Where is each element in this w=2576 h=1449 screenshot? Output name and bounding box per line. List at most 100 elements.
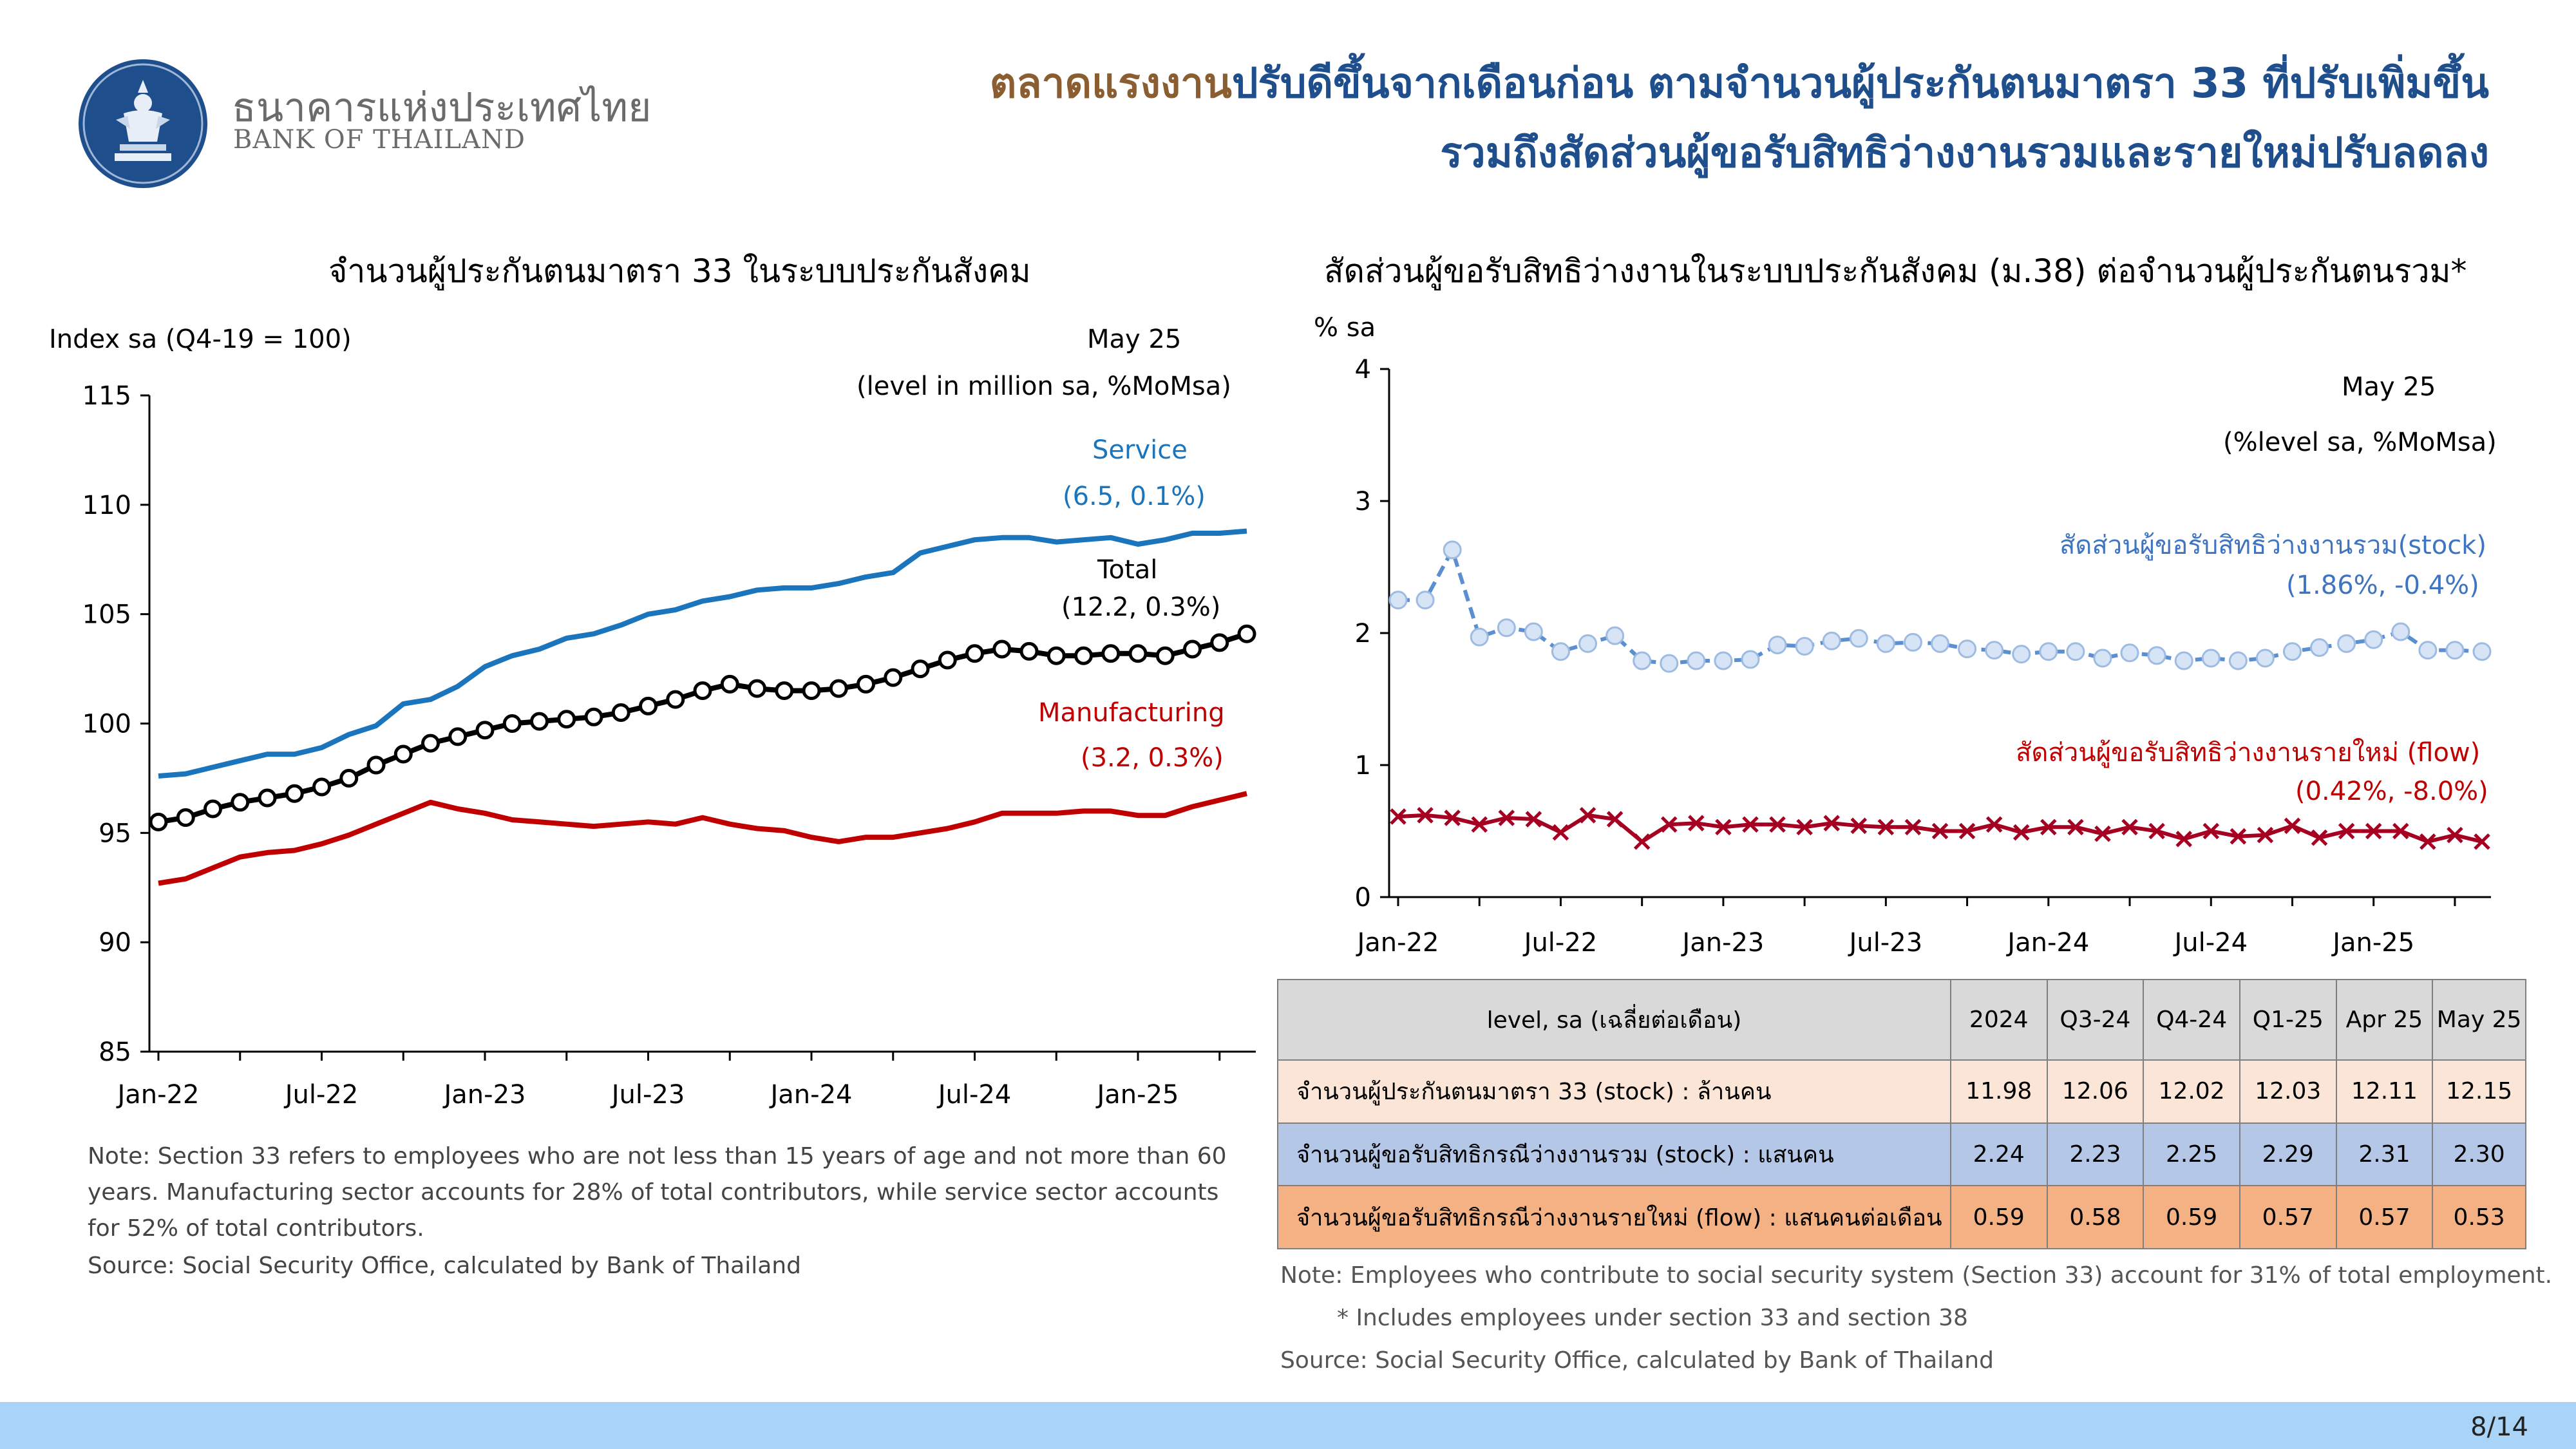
table-cell: 11.98	[1949, 1059, 2048, 1124]
y-tick-label: 95	[99, 819, 131, 848]
total-data-point	[502, 714, 522, 733]
right-note-asterisk: * Includes employees under section 33 an…	[1337, 1305, 1968, 1331]
manufacturing-series-label: Manufacturing	[1038, 698, 1225, 728]
total-data-point	[639, 696, 658, 715]
x-tick-label: Jul-22	[283, 1080, 359, 1110]
left-chart-ylabel: Index sa (Q4-19 = 100)	[49, 325, 352, 354]
table-header-col: 2024	[1949, 979, 2048, 1061]
stock-data-point	[2147, 646, 2166, 665]
x-tick-label: Jan-23	[442, 1080, 526, 1110]
stock-data-point	[1470, 627, 1489, 647]
flow-data-point	[1850, 817, 1868, 835]
left-note: Note: Section 33 refers to employees who…	[88, 1143, 1227, 1242]
flow-data-point	[1688, 815, 1705, 831]
total-data-point	[992, 639, 1012, 659]
right-chart-ylabel: % sa	[1314, 313, 1376, 343]
total-data-point	[748, 679, 766, 698]
stock-data-point	[2282, 642, 2302, 661]
y-tick-label: 110	[82, 491, 131, 520]
table-cell: 2.31	[2335, 1122, 2434, 1187]
table-header-col: Q3-24	[2046, 979, 2145, 1061]
flow-data-point	[1498, 810, 1515, 826]
total-data-point	[1128, 644, 1148, 663]
total-data-point	[1155, 646, 1175, 665]
stock-data-point	[2201, 649, 2221, 668]
flow-data-point	[1525, 811, 1542, 828]
stock-data-point	[1768, 635, 1787, 654]
flow-series-value: (0.42%, -8.0%)	[2295, 777, 2488, 806]
flow-data-point	[1606, 811, 1624, 828]
y-tick-label: 0	[1355, 883, 1371, 913]
stock-data-point	[2445, 641, 2465, 660]
total-data-point	[693, 681, 712, 701]
total-data-point	[1101, 644, 1121, 663]
total-data-point	[149, 812, 168, 831]
total-data-point	[829, 679, 848, 698]
garuda-emblem-icon	[82, 63, 204, 184]
flow-data-point	[1471, 816, 1488, 833]
y-tick-label: 2	[1355, 619, 1371, 649]
right-line-chart: 0 1 2 3 4 Jan-22 Jul-22 Jan-23 Jul-23 Jan-24 Jul-2…	[1355, 355, 2492, 958]
table-cell: 2.23	[2046, 1122, 2145, 1187]
headline-line-2: รวมถึงสัดส่วนผู้ขอรับสิทธิว่างงานรวมและร…	[1440, 129, 2489, 177]
y-tick-label: 105	[82, 600, 131, 630]
total-data-point	[1210, 633, 1229, 652]
stock-data-point	[2012, 645, 2031, 664]
stock-data-point	[2255, 649, 2275, 668]
flow-data-point	[2230, 828, 2247, 845]
table-cell: 0.57	[2335, 1185, 2434, 1249]
total-data-point	[720, 674, 739, 694]
stock-data-point	[2039, 642, 2058, 661]
right-source: Source: Social Security Office, calculat…	[1280, 1347, 1994, 1374]
flow-data-point	[2338, 822, 2355, 840]
table-cell: 12.03	[2239, 1059, 2337, 1124]
table-cell: 2.29	[2239, 1122, 2337, 1187]
stock-data-point	[2472, 642, 2492, 661]
x-tick-label: Jan-25	[1095, 1080, 1179, 1110]
flow-data-point	[1444, 810, 1461, 826]
stock-data-point	[2174, 651, 2193, 670]
table-header-row: level, sa (เฉลี่ยต่อเดือน) 2024 Q3-24 Q4…	[1277, 979, 2526, 1061]
stock-data-point	[1497, 618, 1516, 638]
y-tick-label: 115	[82, 381, 131, 411]
flow-data-point	[1823, 815, 1840, 831]
flow-data-point	[1715, 819, 1732, 836]
table-cell: 0.59	[2143, 1185, 2240, 1249]
service-series-label: Service	[1092, 435, 1188, 465]
stock-data-point	[1958, 639, 1977, 659]
left-source: Source: Social Security Office, calculat…	[88, 1253, 801, 1279]
total-data-point	[611, 703, 630, 723]
table-header-col: May 25	[2432, 979, 2526, 1061]
flow-data-point	[2284, 817, 2301, 835]
stock-data-point	[1605, 626, 1625, 645]
flow-data-point	[2392, 822, 2409, 840]
table-cell: 2.24	[1949, 1122, 2048, 1187]
stock-data-point	[1416, 591, 1435, 610]
flow-data-point	[1660, 816, 1678, 833]
stock-data-point	[1931, 634, 1949, 653]
flow-data-point	[2040, 819, 2057, 836]
total-data-point	[176, 808, 195, 828]
summary-table: level, sa (เฉลี่ยต่อเดือน) 2024 Q3-24 Q4…	[1277, 979, 2526, 1249]
total-data-point	[802, 681, 821, 701]
total-data-point	[584, 707, 603, 726]
flow-data-point	[1877, 819, 1895, 836]
stock-data-point	[2310, 638, 2329, 658]
org-name-english: BANK OF THAILAND	[233, 125, 526, 155]
flow-data-point	[1579, 807, 1596, 824]
headline-highlight: ตลาดแรงงาน	[989, 60, 1232, 108]
total-data-point	[557, 710, 576, 729]
table-header-col: Q4-24	[2143, 979, 2240, 1061]
table-row-label: จำนวนผู้ขอรับสิทธิกรณีว่างงานรวม (stock)…	[1277, 1122, 1951, 1187]
footer-band	[0, 1402, 2576, 1449]
stock-data-point	[2418, 641, 2438, 660]
flow-data-point	[2094, 825, 2111, 842]
table-header-col: Q1-25	[2239, 979, 2337, 1061]
flow-data-point	[2175, 831, 2192, 848]
flow-data-point	[2365, 822, 2382, 840]
x-tick-label: Jul-22	[1522, 928, 1598, 958]
headline-line-1: ตลาดแรงงานปรับดีขึ้นจากเดือนก่อน ตามจำนว…	[990, 50, 2489, 116]
flow-data-point	[2420, 833, 2436, 850]
table-cell: 0.58	[2046, 1185, 2145, 1249]
table-cell: 0.53	[2432, 1185, 2526, 1249]
